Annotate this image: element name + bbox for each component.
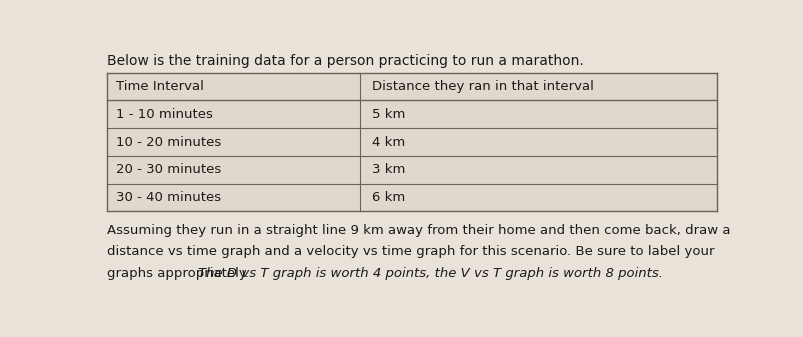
Text: 10 - 20 minutes: 10 - 20 minutes bbox=[116, 135, 221, 149]
Text: graphs appropriately.: graphs appropriately. bbox=[107, 267, 253, 280]
Text: 20 - 30 minutes: 20 - 30 minutes bbox=[116, 163, 221, 176]
Text: The D vs T graph is worth 4 points, the V vs T graph is worth 8 points.: The D vs T graph is worth 4 points, the … bbox=[198, 267, 662, 280]
Text: 3 km: 3 km bbox=[371, 163, 405, 176]
Text: 5 km: 5 km bbox=[371, 108, 405, 121]
Text: 4 km: 4 km bbox=[371, 135, 405, 149]
Text: 1 - 10 minutes: 1 - 10 minutes bbox=[116, 108, 213, 121]
Text: 30 - 40 minutes: 30 - 40 minutes bbox=[116, 191, 221, 204]
Text: Assuming they run in a straight line 9 km away from their home and then come bac: Assuming they run in a straight line 9 k… bbox=[107, 224, 729, 237]
Text: Time Interval: Time Interval bbox=[116, 80, 204, 93]
Bar bbox=[107, 73, 716, 211]
Text: 6 km: 6 km bbox=[371, 191, 405, 204]
Text: Distance they ran in that interval: Distance they ran in that interval bbox=[371, 80, 593, 93]
Text: Below is the training data for a person practicing to run a marathon.: Below is the training data for a person … bbox=[107, 54, 583, 68]
Text: distance vs time graph and a velocity vs time graph for this scenario. Be sure t: distance vs time graph and a velocity vs… bbox=[107, 245, 713, 258]
